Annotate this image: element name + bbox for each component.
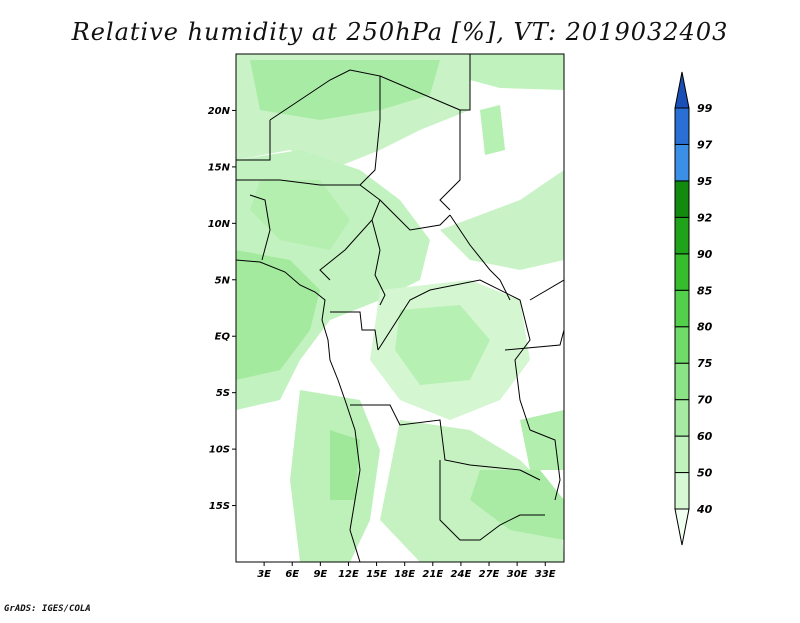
lon-label: 9E	[313, 569, 327, 580]
lon-label: 24E	[451, 569, 472, 580]
colorbar-label: 40	[696, 503, 713, 516]
colorbar-label: 70	[697, 394, 713, 407]
longitude-axis: 3E 6E 9E 12E 15E 18E 21E 24E 27E 30E 33E	[257, 562, 556, 580]
colorbar-box	[674, 362, 690, 401]
map-title: Relative humidity at 250hPa [%], VT: 201…	[71, 18, 729, 46]
colorbar-label: 85	[697, 284, 713, 297]
colorbar-label: 95	[697, 175, 713, 188]
colorbar-label: 97	[697, 138, 713, 151]
lon-label: 21E	[422, 569, 443, 580]
colorbar-box	[674, 216, 690, 255]
colorbar-box	[674, 399, 690, 437]
colorbar-box	[674, 472, 690, 510]
lon-label: 12E	[338, 569, 359, 580]
colorbar-upper-triangle	[674, 71, 690, 109]
colorbar-label: 50	[697, 467, 713, 480]
humidity-field	[236, 54, 564, 562]
lon-label: 30E	[507, 569, 528, 580]
colorbar: 40 50 60 70 75 80 85 90 92 95 97 99	[674, 71, 713, 546]
colorbar-box	[674, 326, 690, 364]
colorbar-label: 92	[697, 211, 713, 224]
colorbar-label: 99	[697, 102, 713, 115]
colorbar-box	[674, 180, 690, 218]
lon-label: 33E	[535, 569, 556, 580]
colorbar-box	[674, 253, 690, 291]
lon-label: 15E	[366, 569, 387, 580]
lat-label: 15S	[209, 501, 230, 512]
lat-label: 10N	[208, 219, 231, 230]
lat-label: EQ	[215, 332, 231, 343]
colorbar-label: 75	[697, 357, 713, 370]
colorbar-box	[674, 435, 690, 474]
lon-label: 27E	[479, 569, 500, 580]
lat-label: 5S	[216, 388, 230, 399]
lat-label: 15N	[208, 162, 231, 173]
colorbar-box	[674, 143, 690, 182]
colorbar-lower-triangle	[674, 508, 690, 546]
lat-label: 10S	[209, 445, 230, 456]
grads-credit: GrADS: IGES/COLA	[4, 604, 91, 614]
lon-label: 6E	[285, 569, 299, 580]
lat-label: 20N	[208, 106, 231, 117]
colorbar-label: 80	[697, 321, 713, 334]
lon-label: 3E	[257, 569, 271, 580]
lat-label: 5N	[215, 275, 231, 286]
colorbar-label: 60	[697, 430, 713, 443]
map-frame	[235, 53, 565, 563]
colorbar-box	[674, 289, 690, 328]
lon-label: 18E	[394, 569, 415, 580]
country-borders	[236, 54, 564, 562]
latitude-axis: 20N 15N 10N 5N EQ 5S 10S 15S	[208, 106, 236, 512]
colorbar-box	[674, 107, 690, 145]
colorbar-label: 90	[697, 248, 713, 261]
